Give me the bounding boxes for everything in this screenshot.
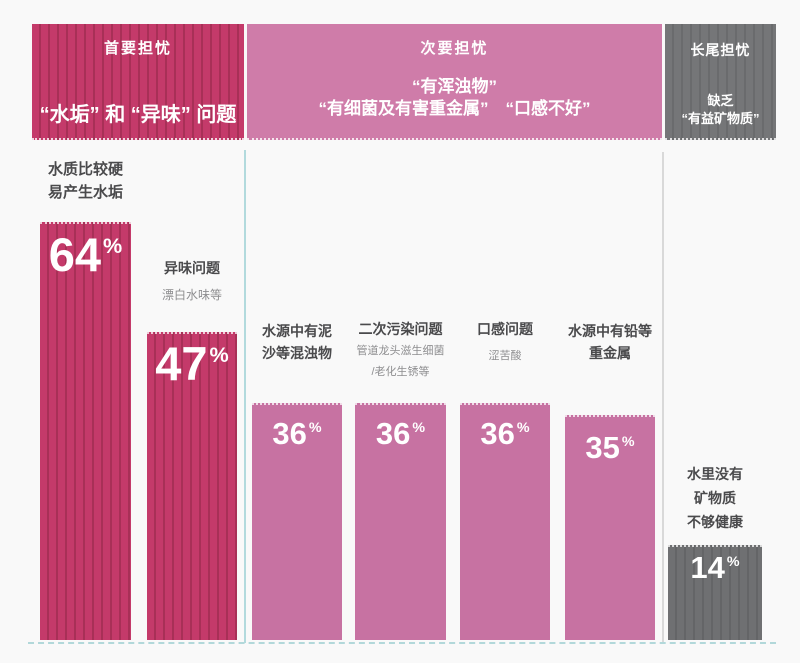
label-taste: 口感问题 涩苦酸	[456, 320, 554, 365]
label-line: 异味问题	[164, 260, 220, 276]
label-subline: 管道龙头滋生细菌	[356, 345, 445, 357]
header-secondary-title: 次要担忧	[420, 40, 489, 57]
label-line: 水源中有铅等	[568, 323, 652, 339]
header-longtail-concerns: 长尾担忧 缺乏 “有益矿物质”	[665, 24, 776, 140]
label-line: 水源中有泥	[262, 323, 332, 339]
percent-sign: %	[103, 232, 123, 258]
bar-taste-36: 36%	[460, 403, 550, 640]
label-no-minerals: 水里没有 矿物质 不够健康	[666, 462, 764, 534]
label-line: 沙等混浊物	[262, 345, 332, 361]
label-line: 口感问题	[477, 321, 533, 337]
bar-heavy-metal-35: 35%	[565, 415, 655, 640]
label-line: 重金属	[589, 345, 631, 361]
bar-no-minerals-14: 14%	[668, 545, 762, 640]
bar-secondary-pollution-36: 36%	[355, 403, 446, 640]
label-heavy-metal: 水源中有铅等 重金属	[561, 320, 659, 364]
header-secondary-concerns: 次要担忧 “有浑浊物” “有细菌及有害重金属” “口感不好”	[247, 24, 662, 140]
percent-sign: %	[209, 341, 229, 367]
header-primary-title: 首要担忧	[103, 40, 172, 57]
label-sediment: 水源中有泥 沙等混浊物	[248, 320, 346, 364]
label-subline: /老化生锈等	[371, 366, 430, 378]
bar-limescale-64: 64%	[40, 222, 131, 640]
label-subline: 漂白水味等	[161, 288, 222, 302]
label-line: 水里没有	[687, 466, 743, 482]
header-longtail-subtitle-2: “有益矿物质”	[681, 111, 760, 126]
header-longtail-subtitle-1: 缺乏	[707, 93, 734, 108]
bar-value: 36%	[375, 416, 426, 451]
percent-sign: %	[308, 419, 322, 436]
label-limescale: 水质比较硬 易产生水垢	[36, 158, 135, 204]
label-line: 水质比较硬	[47, 161, 123, 178]
bar-sediment-36: 36%	[252, 403, 342, 640]
label-line: 矿物质	[694, 490, 736, 506]
label-line: 易产生水垢	[47, 184, 123, 201]
percent-sign: %	[621, 433, 635, 450]
bar-odor-47: 47%	[147, 332, 237, 640]
section-divider-secondary-longtail	[662, 152, 664, 642]
percent-sign: %	[516, 419, 530, 436]
bar-value: 14%	[690, 550, 740, 585]
label-line: 不够健康	[687, 514, 743, 530]
bar-value: 36%	[480, 416, 530, 451]
label-secondary-pollution: 二次污染问题 管道龙头滋生细菌 /老化生锈等	[350, 320, 451, 380]
header-longtail-title: 长尾担忧	[690, 42, 751, 58]
x-axis-line	[28, 642, 776, 644]
header-secondary-subtitle-1: “有浑浊物”	[412, 77, 497, 96]
bar-value: 47%	[155, 337, 229, 390]
header-primary-subtitle: “水垢” 和 “异味” 问题	[39, 104, 237, 126]
percent-sign: %	[726, 553, 740, 570]
bar-value: 64%	[48, 228, 123, 281]
header-primary-concerns: 首要担忧 “水垢” 和 “异味” 问题	[32, 24, 244, 140]
label-odor: 异味问题 漂白水味等	[143, 259, 241, 304]
header-secondary-subtitle-2: “有细菌及有害重金属” “口感不好”	[318, 99, 591, 118]
bar-value: 35%	[585, 430, 635, 465]
section-divider-primary-secondary	[244, 150, 246, 643]
percent-sign: %	[412, 419, 426, 436]
label-line: 二次污染问题	[358, 321, 443, 337]
label-subline: 涩苦酸	[488, 350, 522, 362]
bar-value: 36%	[272, 416, 322, 451]
